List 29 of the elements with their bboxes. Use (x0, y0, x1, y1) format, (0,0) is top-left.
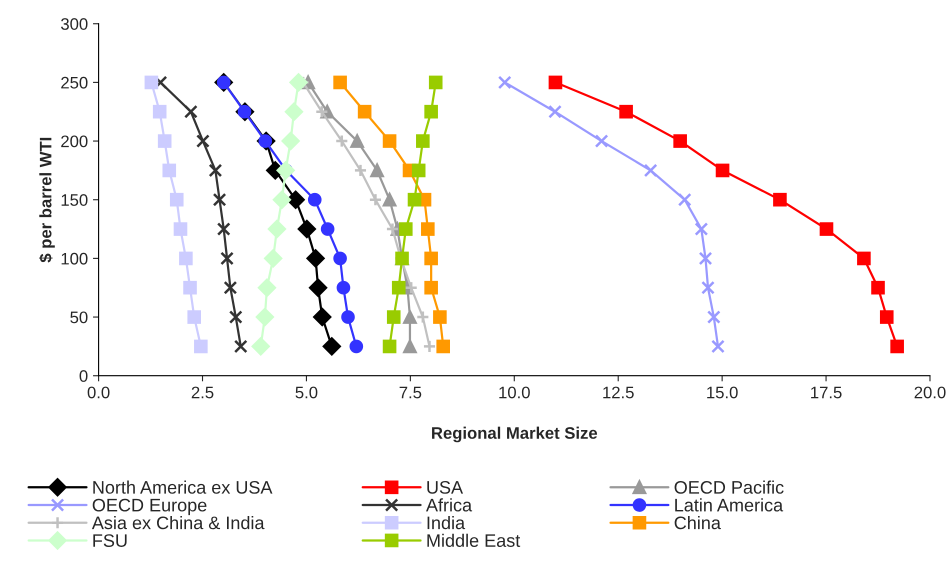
legend-label: India (428, 516, 466, 530)
y-tick-label: 50 (70, 311, 88, 324)
legend-label: USA (427, 481, 464, 494)
legend-label: OECD Europe (92, 498, 206, 516)
x-tick-label: 0.0 (88, 386, 110, 398)
y-tick-label: 0 (80, 370, 88, 382)
x-tick-label: 20.0 (914, 386, 946, 398)
y-tick-label: 100 (62, 252, 88, 265)
x-tick-label: 2.5 (192, 386, 214, 398)
legend-label: North America ex USA (93, 480, 272, 494)
y-tick-label: 250 (61, 76, 88, 89)
y-tick-label: 150 (62, 194, 88, 206)
x-tick-label: 10.0 (499, 386, 530, 398)
x-tick-label: 12.5 (603, 386, 634, 398)
legend-label: Middle East (427, 534, 520, 547)
x-tick-label: 17.5 (811, 386, 842, 398)
x-axis-title: Regional Market Size (432, 426, 598, 442)
y-tick-label: 200 (61, 135, 88, 148)
legend-label: China (674, 516, 721, 530)
x-tick-label: 15.0 (707, 386, 738, 398)
legend-label: OECD Pacific (674, 480, 784, 494)
legend-label: Africa (426, 498, 472, 512)
x-tick-label: 5.0 (296, 386, 318, 398)
y-tick-label: 300 (61, 18, 88, 30)
y-axis-title: $ per barrel WTI (38, 138, 55, 262)
legend-label: FSU (93, 534, 127, 547)
legend-label: Asia ex China & India (92, 516, 264, 530)
x-tick-label: 7.5 (400, 386, 422, 398)
legend-label: Latin America (675, 498, 784, 512)
